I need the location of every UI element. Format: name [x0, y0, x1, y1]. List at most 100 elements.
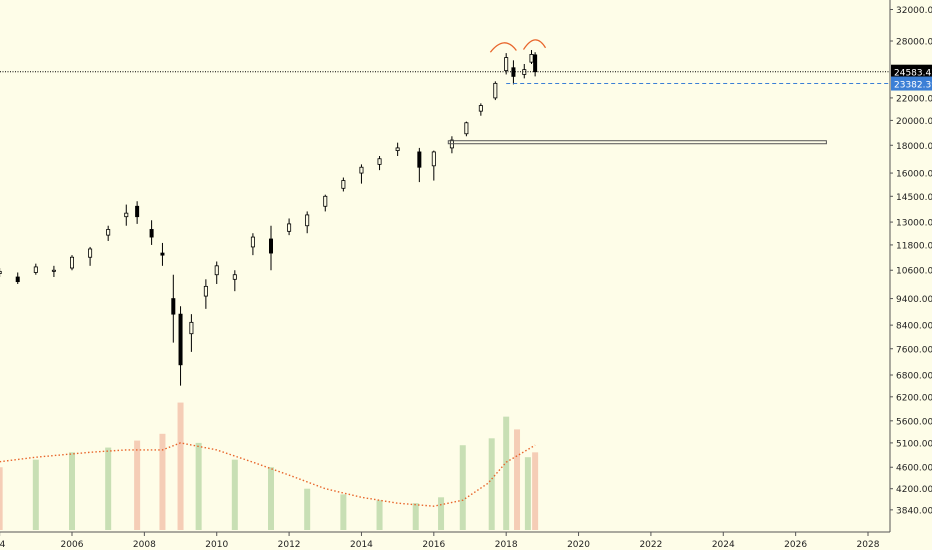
- time-tick-label: 2010: [205, 540, 228, 550]
- price-tick-label: 3840.00: [896, 506, 932, 516]
- last-price-label: 24583.42: [894, 69, 932, 79]
- price-tick-label: 18000.00: [896, 142, 932, 152]
- candle-body: [106, 229, 111, 236]
- volume-moving-average: [0, 442, 536, 507]
- candle-body: [417, 151, 422, 168]
- price-tick-label: 10600.00: [896, 267, 932, 277]
- candle-body: [464, 122, 469, 135]
- candle-body: [124, 212, 129, 218]
- time-tick-label: 2016: [422, 540, 445, 550]
- time-tick-label: 2022: [639, 540, 662, 550]
- price-tick-label: 11800.00: [896, 241, 932, 251]
- price-tick-label: 7600.00: [896, 345, 932, 355]
- volume-bar: [438, 497, 445, 530]
- candle-body: [359, 166, 364, 174]
- time-tick-label: 2008: [133, 540, 156, 550]
- price-tick-label: 32000.00: [896, 6, 932, 16]
- time-tick-label: 04: [0, 540, 6, 550]
- price-tick-label: 28000.00: [896, 38, 932, 48]
- volume-bar: [231, 459, 238, 530]
- time-tick-label: 2014: [350, 540, 373, 550]
- last-price-tag: [891, 64, 932, 79]
- volume-bar: [488, 438, 495, 530]
- volume-bar: [304, 488, 311, 530]
- candle-body: [341, 180, 346, 189]
- price-tick-label: 14500.00: [896, 193, 932, 203]
- volume-bar: [268, 467, 274, 530]
- candle-body: [250, 236, 255, 248]
- time-tick-label: 2018: [495, 540, 518, 550]
- candle-body: [214, 265, 219, 276]
- candle-body: [287, 223, 292, 232]
- price-tick-label: 4200.00: [896, 485, 932, 495]
- double-top-arc-right: [522, 39, 547, 50]
- volume-bar: [412, 503, 419, 530]
- candle-body: [493, 82, 498, 99]
- volume-bar: [159, 433, 166, 530]
- volume-bar: [340, 494, 347, 530]
- price-tick-label: 22000.00: [896, 94, 932, 104]
- candle-body: [51, 269, 56, 272]
- price-tick-label: 8400.00: [896, 322, 932, 332]
- time-tick-label: 2012: [278, 540, 301, 550]
- price-tick-label: 16000.00: [896, 170, 932, 180]
- candle-body: [88, 248, 93, 258]
- double-top-arc-left: [489, 42, 517, 53]
- candle-body: [504, 57, 509, 71]
- volume-bar: [532, 452, 539, 530]
- support-price-tag: [891, 76, 932, 91]
- candlestick-series: [0, 50, 538, 386]
- candle-body: [160, 252, 165, 256]
- candle-body: [533, 54, 538, 73]
- candle-body: [149, 229, 154, 238]
- price-tick-label: 6800.00: [896, 372, 932, 382]
- candle-body: [431, 151, 436, 167]
- time-tick-label: 2026: [784, 540, 807, 550]
- candle-body: [268, 238, 273, 254]
- price-tick-label: 4600.00: [896, 464, 932, 474]
- volume-bar: [503, 416, 510, 530]
- candle-body: [232, 274, 237, 280]
- time-tick-label: 2006: [61, 540, 84, 550]
- candle-body: [70, 256, 75, 269]
- candle-body: [323, 195, 328, 207]
- volume-bar: [195, 442, 202, 530]
- price-tick-label: 20000.00: [896, 117, 932, 127]
- candle-body: [171, 298, 176, 315]
- volume-bar: [32, 459, 39, 530]
- time-tick-label: 2028: [857, 540, 880, 550]
- overlay-lines: [0, 39, 890, 145]
- time-tick-label: 2024: [712, 540, 735, 550]
- time-tick-label: 2020: [567, 540, 590, 550]
- volume-bar: [524, 457, 531, 530]
- candle-body: [395, 147, 400, 151]
- volume-panel: [0, 402, 539, 530]
- support-price-label: 23382.39: [894, 81, 932, 91]
- price-tick-label: 5600.00: [896, 417, 932, 427]
- candle-body: [135, 205, 140, 218]
- price-tick-label: 13000.00: [896, 219, 932, 229]
- candle-body: [15, 276, 20, 283]
- volume-bar: [177, 402, 184, 530]
- volume-bar: [69, 452, 75, 530]
- candle-body: [529, 54, 534, 63]
- candle-body: [377, 158, 382, 165]
- candle-body: [33, 266, 38, 273]
- candle-body: [478, 105, 483, 112]
- candle-body: [203, 285, 208, 297]
- candle-body: [178, 313, 183, 366]
- volume-bar: [134, 440, 141, 530]
- volume-bar: [376, 500, 383, 530]
- volume-bar: [514, 429, 521, 530]
- resistance-zone-box: [447, 140, 827, 145]
- volume-bar: [0, 467, 3, 530]
- candle-body: [305, 214, 310, 227]
- candle-body: [0, 270, 2, 274]
- price-tick-label: 6200.00: [896, 393, 932, 403]
- price-tick-label: 9400.00: [896, 295, 932, 305]
- candle-body: [189, 321, 194, 335]
- volume-bar: [105, 447, 112, 530]
- price-tick-label: 5100.00: [896, 439, 932, 449]
